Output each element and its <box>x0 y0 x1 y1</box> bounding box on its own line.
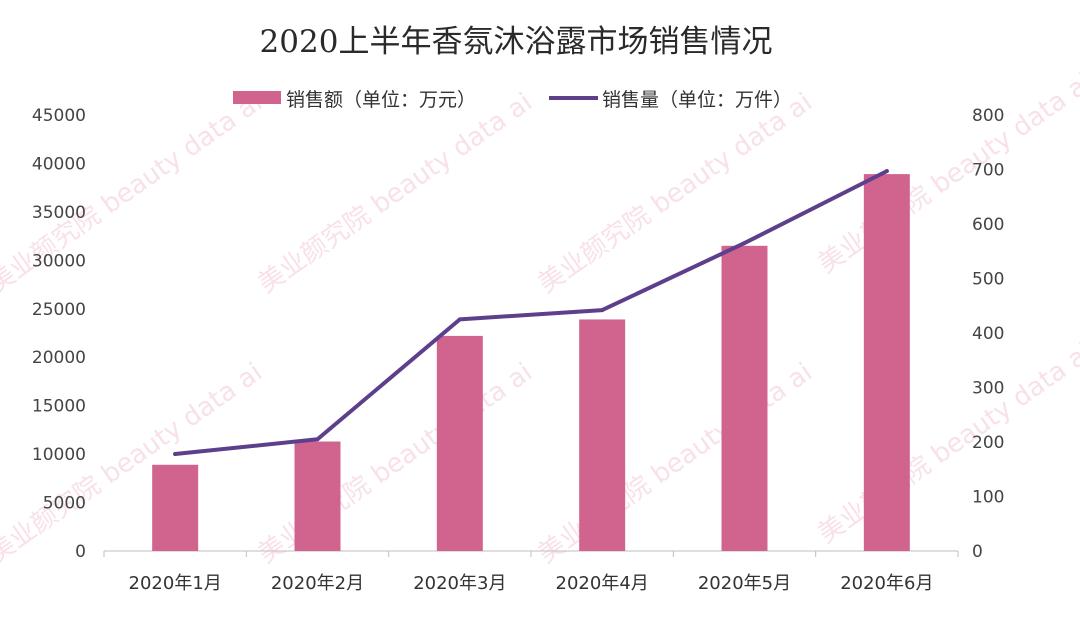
x-tick-label: 2020年1月 <box>129 573 222 594</box>
axes: 2020年1月 2020年2月 2020年3月 2020年4月 2020年5月 2020年… <box>32 106 1005 594</box>
bar-series <box>152 174 910 552</box>
y-left-tick-label: 15000 <box>32 397 86 417</box>
y-left-tick-label: 10000 <box>32 445 86 465</box>
line-series <box>173 169 889 456</box>
sales-volume-point <box>315 437 320 442</box>
y-right-tick-label: 700 <box>972 161 1004 181</box>
sales-volume-point <box>600 308 605 313</box>
sales-amount-bar <box>436 335 483 551</box>
x-tick-label: 2020年5月 <box>698 573 791 594</box>
sales-amount-bar <box>721 245 768 552</box>
sales-volume-point <box>884 169 889 174</box>
x-tick-label: 2020年3月 <box>413 573 506 594</box>
legend-label-sales-amount: 销售额（单位：万元） <box>286 89 476 111</box>
y-right-tick-label: 200 <box>972 433 1004 453</box>
y-right-tick-label: 100 <box>972 488 1004 508</box>
watermark-text: 美业颜究院 beauty data ai <box>533 357 818 569</box>
watermark-text: 美业颜究院 beauty data ai <box>813 337 1080 549</box>
y-left-tick-label: 30000 <box>32 251 86 271</box>
legend-swatch-sales-amount <box>233 91 281 104</box>
y-right-tick-label: 800 <box>972 106 1004 126</box>
chart-legend: 销售额（单位：万元） 销售量（单位：万件） <box>233 89 792 111</box>
y-right-tick-label: 600 <box>972 215 1004 235</box>
y-left-tick-label: 0 <box>75 542 86 562</box>
y-right-tick-label: 0 <box>972 542 983 562</box>
y-left-tick-label: 25000 <box>32 300 86 320</box>
sales-volume-point <box>742 241 747 246</box>
sales-volume-point <box>173 451 178 456</box>
sales-volume-point <box>457 317 462 322</box>
x-tick-label: 2020年6月 <box>840 573 933 594</box>
sales-amount-bar <box>152 464 199 551</box>
y-right-tick-label: 300 <box>972 379 1004 399</box>
x-tick-label: 2020年2月 <box>271 573 364 594</box>
chart-title: 2020上半年香氛沐浴露市场销售情况 <box>260 24 773 60</box>
sales-amount-bar <box>294 441 341 551</box>
sales-amount-bar <box>863 174 910 551</box>
y-right-tick-label: 500 <box>972 270 1004 290</box>
y-left-tick-label: 20000 <box>32 348 86 368</box>
watermark-text: 美业颜究院 beauty data ai <box>813 67 1080 279</box>
x-tick-label: 2020年4月 <box>556 573 649 594</box>
y-left-tick-label: 40000 <box>32 154 86 174</box>
watermark-text: 美业颜究院 beauty data ai <box>533 87 818 299</box>
legend-label-sales-volume: 销售量（单位：万件） <box>602 89 792 111</box>
watermark-text: 美业颜究院 beauty data ai <box>253 87 538 299</box>
y-left-tick-label: 35000 <box>32 203 86 223</box>
sales-amount-bar <box>579 319 626 551</box>
sales-volume-line <box>173 169 889 456</box>
y-left-tick-label: 45000 <box>32 106 86 126</box>
y-right-tick-label: 400 <box>972 324 1004 344</box>
y-left-tick-label: 5000 <box>43 494 86 514</box>
